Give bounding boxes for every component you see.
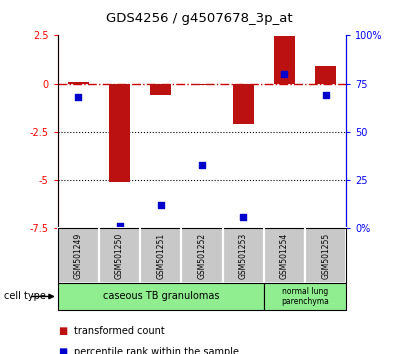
Point — [199, 162, 205, 167]
Point — [281, 71, 288, 77]
Bar — [58, 228, 99, 283]
Bar — [274, 36, 295, 84]
Bar — [264, 283, 346, 310]
Point — [116, 224, 123, 229]
Text: GDS4256 / g4507678_3p_at: GDS4256 / g4507678_3p_at — [106, 12, 292, 25]
Bar — [233, 84, 254, 124]
Bar — [58, 283, 264, 310]
Text: transformed count: transformed count — [74, 326, 164, 336]
Point — [322, 92, 329, 98]
Text: GSM501252: GSM501252 — [197, 233, 207, 279]
Bar — [181, 228, 222, 283]
Point — [240, 214, 246, 219]
Text: GSM501255: GSM501255 — [321, 233, 330, 279]
Text: GSM501253: GSM501253 — [239, 233, 248, 279]
Bar — [222, 228, 264, 283]
Bar — [150, 84, 171, 95]
Text: GSM501249: GSM501249 — [74, 233, 83, 279]
Text: normal lung
parenchyma: normal lung parenchyma — [281, 287, 329, 306]
Bar — [192, 84, 212, 85]
Bar — [109, 84, 130, 182]
Bar — [305, 228, 346, 283]
Text: GSM501250: GSM501250 — [115, 233, 124, 279]
Point — [158, 202, 164, 208]
Bar — [68, 82, 89, 84]
Bar — [99, 228, 140, 283]
Point — [75, 94, 82, 100]
Text: ■: ■ — [58, 347, 67, 354]
Text: GSM501254: GSM501254 — [280, 233, 289, 279]
Text: ■: ■ — [58, 326, 67, 336]
Text: cell type: cell type — [4, 291, 46, 302]
Bar — [315, 66, 336, 84]
Text: caseous TB granulomas: caseous TB granulomas — [103, 291, 219, 302]
Text: percentile rank within the sample: percentile rank within the sample — [74, 347, 239, 354]
Bar — [140, 228, 181, 283]
Bar — [264, 228, 305, 283]
Text: GSM501251: GSM501251 — [156, 233, 165, 279]
